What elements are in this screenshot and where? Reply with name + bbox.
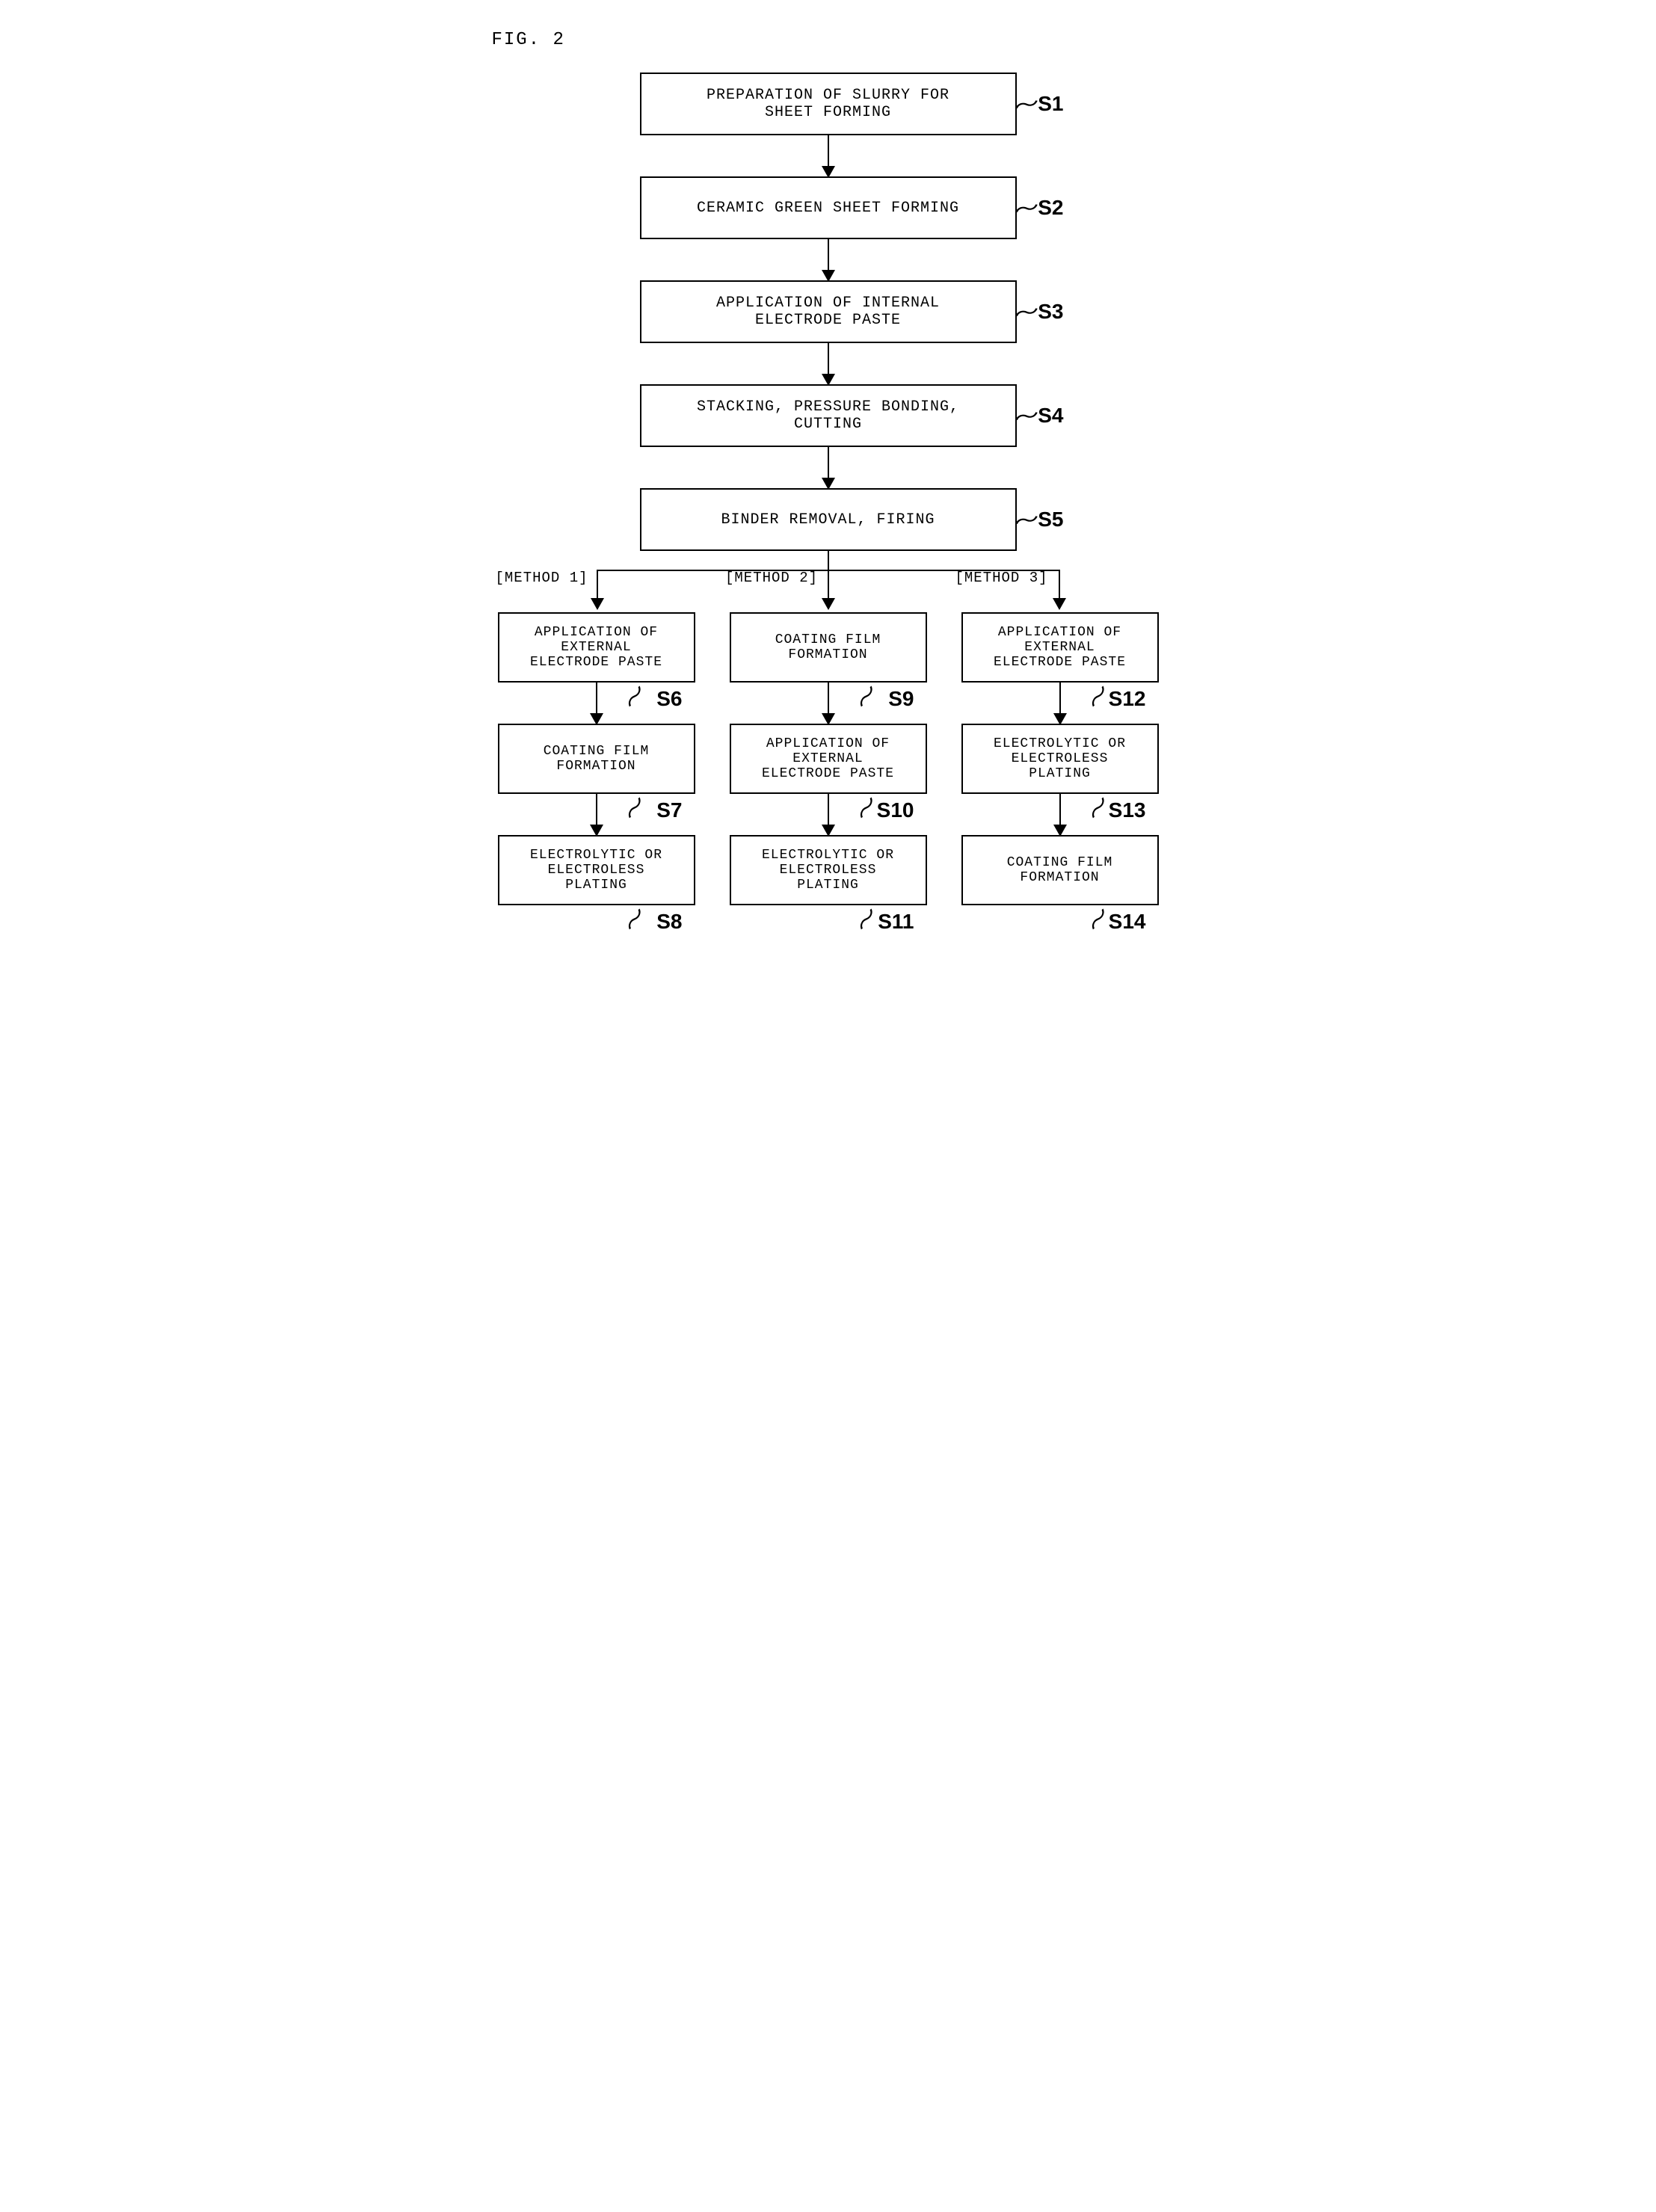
step-text-line: BINDER REMOVAL, FIRING	[721, 511, 935, 529]
step-text-line: PLATING	[565, 878, 627, 893]
step-box-s14: COATING FILM FORMATION 〜 S14	[961, 835, 1159, 905]
arrow-down	[1059, 794, 1061, 835]
method-1-column: APPLICATION OF EXTERNAL ELECTRODE PASTE …	[492, 612, 701, 905]
step-label: S3	[1038, 300, 1063, 324]
branch-arrow-3	[1059, 571, 1060, 609]
step-label: S14	[1109, 910, 1146, 934]
method-3-column: APPLICATION OF EXTERNAL ELECTRODE PASTE …	[955, 612, 1165, 905]
arrow-down	[828, 239, 829, 280]
step-box-s7: COATING FILM FORMATION 〜 S7	[498, 724, 695, 794]
step-box-s6: APPLICATION OF EXTERNAL ELECTRODE PASTE …	[498, 612, 695, 683]
step-box-s2: CERAMIC GREEN SHEET FORMING 〜 S2	[640, 176, 1017, 239]
step-text-line: CERAMIC GREEN SHEET FORMING	[697, 200, 959, 217]
step-text-line: PLATING	[797, 878, 859, 893]
step-text-line: APPLICATION OF INTERNAL	[716, 295, 940, 312]
step-text-line: ELECTRODE PASTE	[762, 766, 894, 781]
step-label: S7	[656, 798, 682, 822]
step-text-line: ELECTROLYTIC OR	[530, 848, 662, 863]
step-box-s11: ELECTROLYTIC OR ELECTROLESS PLATING 〜 S1…	[730, 835, 927, 905]
step-box-s5: BINDER REMOVAL, FIRING 〜 S5	[640, 488, 1017, 551]
connector-curve: 〜	[616, 900, 653, 937]
step-label: S9	[888, 687, 914, 711]
step-text-line: ELECTROLESS	[1012, 751, 1109, 766]
step-text-line: FORMATION	[556, 759, 635, 774]
arrow-down	[596, 683, 597, 724]
step-label: S11	[878, 910, 914, 934]
step-text-line: ELECTROLESS	[780, 863, 877, 878]
step-label: S12	[1109, 687, 1146, 711]
arrow-down	[1059, 683, 1061, 724]
arrow-down	[828, 683, 829, 724]
step-text-line: PREPARATION OF SLURRY FOR	[707, 87, 949, 104]
step-text-line: STACKING, PRESSURE BONDING,	[697, 398, 959, 416]
arrow-down	[828, 447, 829, 488]
main-steps-section: PREPARATION OF SLURRY FOR SHEET FORMING …	[492, 73, 1165, 612]
connector-curve: 〜	[616, 677, 653, 714]
step-text-line: CUTTING	[794, 416, 862, 433]
arrow-down	[828, 794, 829, 835]
step-box-s4: STACKING, PRESSURE BONDING, CUTTING 〜 S4	[640, 384, 1017, 447]
step-text-line: ELECTROLYTIC OR	[762, 848, 894, 863]
step-label: S5	[1038, 508, 1063, 532]
step-text-line: EXTERNAL	[792, 751, 863, 766]
branch-stem	[828, 551, 829, 570]
step-label: S8	[656, 910, 682, 934]
arrow-down	[828, 135, 829, 176]
step-text-line: PLATING	[1029, 766, 1091, 781]
step-text-line: FORMATION	[1020, 870, 1099, 885]
step-box-s8: ELECTROLYTIC OR ELECTROLESS PLATING 〜 S8	[498, 835, 695, 905]
step-text-line: COATING FILM	[1007, 855, 1113, 870]
step-text-line: ELECTROLYTIC OR	[994, 736, 1126, 751]
method-2-column: COATING FILM FORMATION 〜 S9 APPLICATION …	[724, 612, 933, 905]
step-text-line: COATING FILM	[775, 632, 881, 647]
connector-curve: 〜	[616, 789, 653, 825]
step-box-s1: PREPARATION OF SLURRY FOR SHEET FORMING …	[640, 73, 1017, 135]
step-text-line: APPLICATION OF	[998, 625, 1121, 640]
step-text-line: FORMATION	[788, 647, 867, 662]
step-label: S1	[1038, 92, 1063, 116]
step-text-line: EXTERNAL	[561, 640, 631, 655]
step-text-line: EXTERNAL	[1024, 640, 1095, 655]
arrow-down	[828, 343, 829, 384]
step-text-line: ELECTRODE PASTE	[994, 655, 1126, 670]
step-box-s3: APPLICATION OF INTERNAL ELECTRODE PASTE …	[640, 280, 1017, 343]
step-text-line: ELECTROLESS	[548, 863, 645, 878]
step-text-line: APPLICATION OF	[766, 736, 890, 751]
step-label: S4	[1038, 404, 1063, 428]
step-label: S6	[656, 687, 682, 711]
step-text-line: SHEET FORMING	[765, 104, 891, 121]
step-box-s12: APPLICATION OF EXTERNAL ELECTRODE PASTE …	[961, 612, 1159, 683]
step-text-line: ELECTRODE PASTE	[530, 655, 662, 670]
step-box-s13: ELECTROLYTIC OR ELECTROLESS PLATING 〜 S1…	[961, 724, 1159, 794]
step-label: S2	[1038, 196, 1063, 220]
step-label: S13	[1109, 798, 1146, 822]
branch-arrow-1	[597, 571, 598, 609]
figure-label: FIG. 2	[492, 30, 1165, 50]
step-text-line: ELECTRODE PASTE	[755, 312, 901, 329]
step-text-line: COATING FILM	[544, 744, 650, 759]
arrow-down	[596, 794, 597, 835]
step-text-line: APPLICATION OF	[535, 625, 658, 640]
step-box-s9: COATING FILM FORMATION 〜 S9	[730, 612, 927, 683]
connector-curve: 〜	[848, 677, 885, 714]
step-box-s10: APPLICATION OF EXTERNAL ELECTRODE PASTE …	[730, 724, 927, 794]
methods-section: APPLICATION OF EXTERNAL ELECTRODE PASTE …	[492, 612, 1165, 905]
branch-arrow-2	[828, 571, 829, 609]
branch-connector: [METHOD 1] [METHOD 2] [METHOD 3]	[492, 551, 1165, 612]
flowchart-container: FIG. 2 PREPARATION OF SLURRY FOR SHEET F…	[492, 30, 1165, 905]
step-label: S10	[877, 798, 914, 822]
